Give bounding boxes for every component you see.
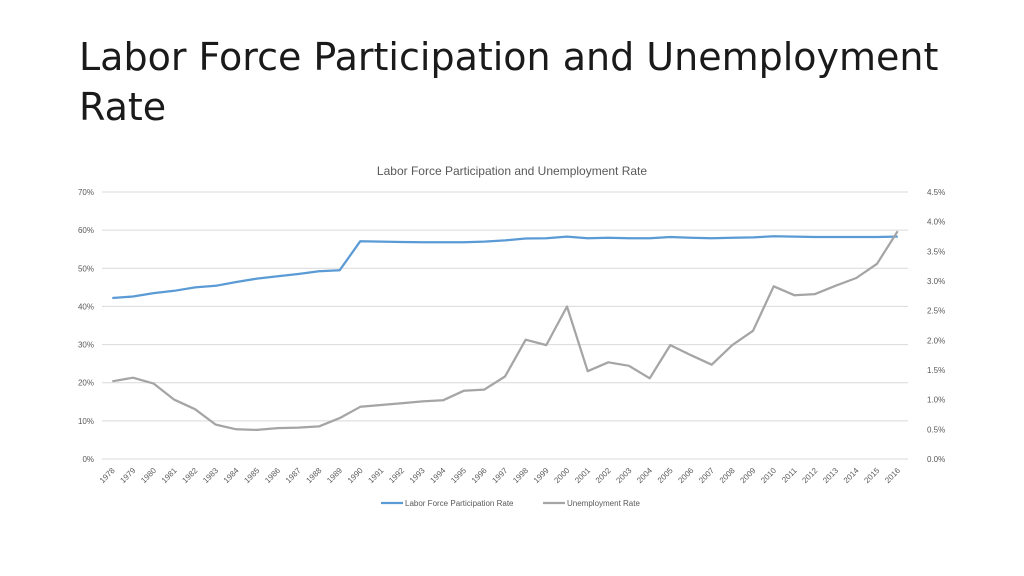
gridlines (102, 191, 908, 460)
x-tick-label: 1992 (387, 466, 406, 485)
series-line (112, 235, 898, 300)
x-tick-label: 1983 (201, 466, 220, 485)
x-tick-label: 1981 (160, 466, 179, 485)
x-tick-label: 1996 (470, 466, 489, 485)
x-tick-label: 2002 (594, 466, 613, 485)
y-right-tick-label: 1.0% (927, 396, 945, 405)
x-tick-label: 1995 (449, 466, 468, 485)
x-tick-label: 2014 (842, 466, 861, 485)
x-tick-label: 1989 (325, 466, 344, 485)
x-tick-label: 2003 (614, 466, 633, 485)
x-tick-label: 1978 (98, 466, 117, 485)
chart-title: Labor Force Participation and Unemployme… (377, 164, 647, 178)
legend-item-participation: Labor Force Participation Rate (381, 499, 514, 508)
x-tick-label: 2009 (738, 466, 757, 485)
y-left-tick-label: 60% (78, 226, 94, 235)
x-tick-label: 2011 (780, 466, 799, 485)
y-left-tick-label: 40% (78, 302, 94, 311)
x-tick-label: 1993 (408, 466, 427, 485)
y-left-tick-label: 70% (78, 188, 94, 197)
y-left-tick-label: 30% (78, 341, 94, 350)
x-tick-label: 2015 (862, 466, 881, 485)
x-tick-label: 1984 (222, 466, 241, 485)
x-tick-label: 2010 (759, 466, 778, 485)
x-tick-label: 1991 (366, 466, 385, 485)
legend: Labor Force Participation Rate Unemployme… (381, 499, 640, 508)
x-tick-label: 2004 (635, 466, 654, 485)
x-tick-label: 2001 (573, 466, 592, 485)
x-tick-label: 2012 (800, 466, 819, 485)
y-right-tick-label: 4.0% (927, 218, 945, 227)
y-right-tick-label: 3.0% (927, 277, 945, 286)
x-tick-label: 1986 (263, 466, 282, 485)
slide-title: Labor Force Participation and Unemployme… (79, 35, 939, 129)
x-tick-label: 1988 (304, 466, 323, 485)
legend-item-unemployment: Unemployment Rate (543, 499, 640, 508)
y-right-tick-label: 2.0% (927, 336, 945, 345)
series (112, 230, 899, 432)
x-tick-label: 1990 (346, 466, 365, 485)
series-line (112, 230, 899, 432)
y-right-tick-label: 3.5% (927, 247, 945, 256)
x-tick-label: 1997 (490, 466, 509, 485)
x-tick-label: 2006 (676, 466, 695, 485)
y-right-tick-label: 4.5% (927, 188, 945, 197)
x-tick-label: 2016 (883, 466, 902, 485)
x-tick-label: 1987 (284, 466, 303, 485)
left-axis: 0% 10% 20% 30% 40% 50% 60% 70% (78, 188, 94, 464)
legend-label: Labor Force Participation Rate (405, 499, 514, 508)
x-tick-label: 2008 (718, 466, 737, 485)
x-tick-label: 2000 (552, 466, 571, 485)
y-right-tick-label: 0.0% (927, 455, 945, 464)
y-right-tick-label: 1.5% (927, 366, 945, 375)
y-left-tick-label: 50% (78, 264, 94, 273)
x-tick-label: 2013 (821, 466, 840, 485)
series-unemployment (112, 230, 899, 432)
series-participation (112, 235, 898, 300)
x-tick-label: 1980 (139, 466, 158, 485)
x-tick-label: 1994 (428, 466, 447, 485)
right-axis: 0.0% 0.5% 1.0% 1.5% 2.0% 2.5% 3.0% 3.5% 4.0% 4.5% (927, 188, 945, 464)
x-tick-label: 1998 (511, 466, 530, 485)
x-tick-label: 1985 (242, 466, 261, 485)
y-left-tick-label: 0% (82, 455, 94, 464)
y-left-tick-label: 20% (78, 379, 94, 388)
x-tick-label: 1999 (532, 466, 551, 485)
y-right-tick-label: 0.5% (927, 425, 945, 434)
legend-label: Unemployment Rate (567, 499, 640, 508)
x-tick-label: 2007 (697, 466, 716, 485)
y-right-tick-label: 2.5% (927, 307, 945, 316)
x-axis: 1978 1979 1980 1981 1982 1983 1984 1985 1986 1987… (98, 466, 903, 485)
x-tick-label: 1979 (118, 466, 137, 485)
y-left-tick-label: 10% (78, 417, 94, 426)
x-tick-label: 2005 (656, 466, 675, 485)
x-tick-label: 1982 (180, 466, 199, 485)
